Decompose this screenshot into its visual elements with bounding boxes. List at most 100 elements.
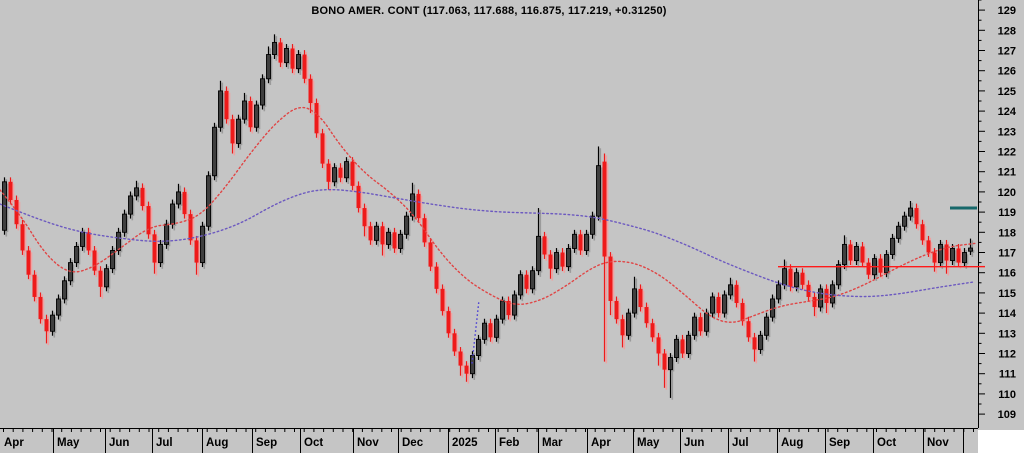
price-label: 122 bbox=[998, 147, 1016, 159]
candle bbox=[968, 238, 973, 256]
candle bbox=[794, 268, 799, 292]
candle bbox=[572, 229, 577, 253]
price-label: 119 bbox=[998, 207, 1016, 219]
candle bbox=[206, 171, 211, 231]
month-label: Dec bbox=[402, 437, 424, 449]
x-axis-minor-ticks bbox=[3, 428, 974, 432]
price-label: 118 bbox=[998, 227, 1016, 239]
month-label: May bbox=[637, 437, 660, 449]
candle bbox=[914, 203, 919, 229]
candle bbox=[494, 314, 499, 342]
candle bbox=[284, 44, 289, 68]
candle bbox=[866, 258, 871, 280]
candle bbox=[362, 203, 367, 237]
candle bbox=[14, 195, 19, 229]
candle bbox=[200, 221, 205, 268]
candle bbox=[722, 290, 727, 318]
candle bbox=[224, 86, 229, 124]
candle bbox=[38, 292, 43, 324]
candle bbox=[434, 262, 439, 294]
candle bbox=[944, 239, 949, 274]
candle bbox=[920, 219, 925, 245]
candle bbox=[854, 241, 859, 266]
month-label: Apr bbox=[591, 437, 611, 449]
candle bbox=[788, 264, 793, 292]
candle bbox=[638, 284, 643, 312]
candle bbox=[104, 264, 109, 292]
candle bbox=[518, 270, 523, 300]
month-label: Jul bbox=[156, 437, 173, 449]
candle bbox=[428, 237, 433, 272]
candle bbox=[674, 334, 679, 362]
candle bbox=[608, 252, 613, 316]
candle bbox=[710, 292, 715, 318]
candle bbox=[476, 334, 481, 360]
candle bbox=[26, 246, 31, 280]
price-label: 124 bbox=[998, 106, 1017, 118]
candle bbox=[446, 306, 451, 338]
trend-segment[interactable] bbox=[471, 299, 480, 364]
candle bbox=[542, 231, 547, 259]
month-label: Jun bbox=[109, 437, 129, 449]
price-label: 120 bbox=[998, 187, 1016, 199]
candle bbox=[932, 248, 937, 272]
candle bbox=[836, 260, 841, 290]
candle bbox=[368, 221, 373, 245]
candle bbox=[596, 146, 601, 221]
candle bbox=[392, 227, 397, 253]
candle bbox=[194, 235, 199, 275]
candle bbox=[464, 361, 469, 382]
candle bbox=[20, 219, 25, 255]
candle bbox=[140, 183, 145, 211]
candle bbox=[296, 50, 301, 74]
price-label: 129 bbox=[998, 5, 1016, 17]
candle bbox=[290, 44, 295, 74]
x-axis-months: Apr May Jun Jul Aug Sep Oct Nov Dec 2025 Feb Mar Apr… bbox=[4, 428, 964, 453]
candle bbox=[248, 96, 253, 132]
candle bbox=[800, 268, 805, 290]
candle bbox=[452, 328, 457, 356]
candle bbox=[890, 233, 895, 259]
candle bbox=[320, 128, 325, 169]
candle bbox=[56, 294, 61, 320]
price-label: 115 bbox=[998, 288, 1016, 300]
month-label: Oct bbox=[304, 437, 323, 449]
candle bbox=[188, 209, 193, 245]
candle bbox=[740, 298, 745, 326]
price-label: 110 bbox=[998, 389, 1016, 401]
candle bbox=[686, 330, 691, 358]
candle bbox=[488, 318, 493, 342]
month-label: Oct bbox=[877, 437, 896, 449]
candle bbox=[680, 334, 685, 358]
candle bbox=[626, 308, 631, 340]
price-label: 127 bbox=[998, 46, 1016, 58]
candle bbox=[302, 50, 307, 84]
candle bbox=[548, 250, 553, 279]
axis-corner bbox=[978, 430, 1024, 453]
candle bbox=[458, 347, 463, 376]
candle bbox=[860, 241, 865, 268]
candle bbox=[524, 270, 529, 294]
candle bbox=[848, 239, 853, 266]
price-label: 116 bbox=[998, 268, 1016, 280]
candle bbox=[278, 37, 283, 68]
chart-title: BONO AMER. CONT (117.063, 117.688, 116.8… bbox=[311, 5, 667, 17]
x-axis[interactable]: Apr May Jun Jul Aug Sep Oct Nov Dec 2025 Feb Mar Apr… bbox=[0, 428, 978, 453]
candle bbox=[344, 157, 349, 183]
candle bbox=[632, 276, 637, 318]
candle bbox=[578, 229, 583, 255]
candle bbox=[584, 229, 589, 255]
candle bbox=[956, 244, 961, 268]
candle bbox=[602, 153, 607, 362]
candle bbox=[266, 46, 271, 84]
candle bbox=[482, 318, 487, 344]
candle bbox=[644, 302, 649, 328]
candle bbox=[62, 276, 67, 304]
candle bbox=[44, 314, 49, 344]
price-chart-canvas[interactable] bbox=[0, 0, 978, 428]
candle bbox=[668, 353, 673, 398]
candle bbox=[236, 114, 241, 148]
month-label: Jul bbox=[732, 437, 749, 449]
y-axis[interactable]: 109 110 111 112 113 114 115 116 117 118 119 120 121 1… bbox=[978, 0, 1024, 430]
